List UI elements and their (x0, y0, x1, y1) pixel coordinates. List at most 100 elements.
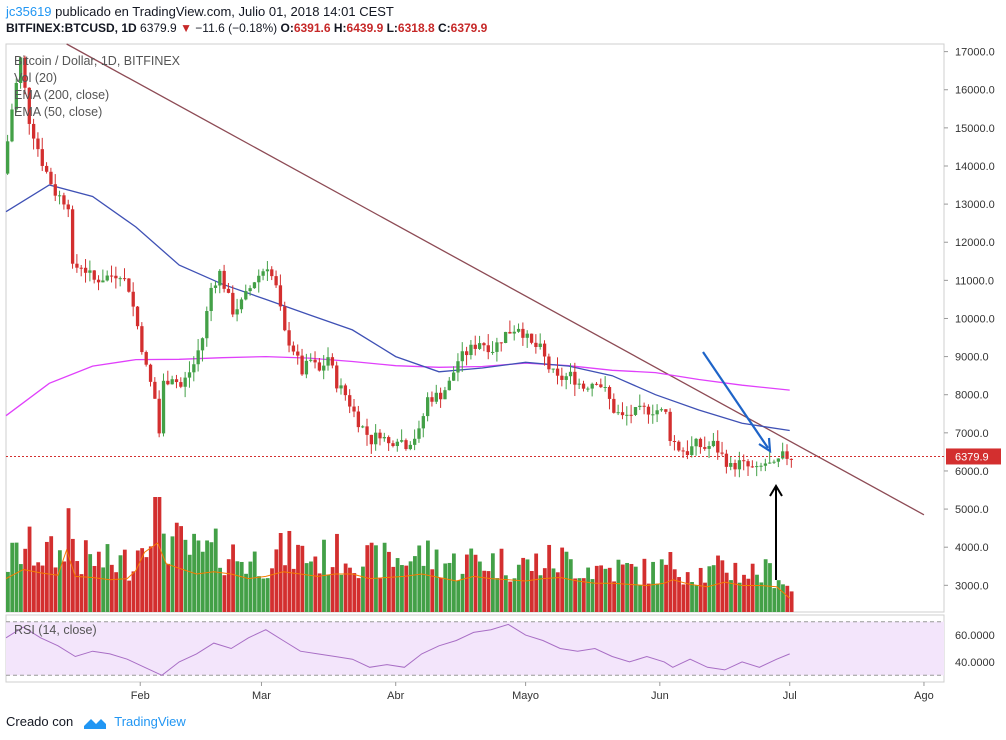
candle-body (685, 451, 690, 456)
time-tick-label: Jul (783, 690, 797, 702)
volume-bar (490, 553, 495, 612)
annotation-arrows[interactable] (702, 351, 783, 580)
last-price-tag (946, 448, 1001, 465)
candle-body (785, 451, 789, 459)
volume-bar (495, 578, 500, 612)
candle-body (369, 434, 374, 445)
time-tick-label: Mar (252, 690, 271, 702)
volume-bar (161, 533, 166, 612)
ohlc-bar: BITFINEX:BTCUSD, 1D 6379.9 ▼ −11.6 (−0.1… (6, 21, 487, 35)
time-tick-label: Abr (387, 690, 404, 702)
price-tick-label: 13000.0 (955, 199, 995, 211)
price-tick-label: 4000.0 (955, 542, 989, 554)
volume-bar (703, 582, 707, 612)
volume-bar (629, 563, 634, 612)
candle-body (122, 278, 127, 280)
volume-bar (118, 555, 123, 612)
candle-body (265, 269, 270, 272)
author-link[interactable]: jc35619 (6, 4, 52, 19)
candle-body (516, 328, 521, 332)
volume-bar (226, 559, 231, 612)
candle-body (287, 330, 291, 346)
volume-bar (729, 580, 733, 612)
volume-bar (499, 548, 504, 612)
volume-bar (300, 545, 305, 612)
volume-bar (131, 571, 136, 612)
volume-bar (413, 556, 417, 612)
volume-bar (222, 575, 227, 612)
time-axis[interactable]: Feb Mar Abr Mayo Jun Jul Ago (131, 682, 934, 702)
price-tick-label: 11000.0 (955, 275, 994, 287)
candle-body (161, 380, 166, 434)
volume-ma-path (5, 542, 791, 599)
tradingview-brand-link[interactable]: TradingView (114, 714, 186, 729)
volume-bar (638, 585, 642, 612)
volume-bar (313, 556, 318, 612)
volume-bar (205, 540, 209, 612)
candle-body (283, 306, 287, 331)
candle-body (521, 328, 525, 338)
price-chart[interactable]: 6379.9 17000.0 16000.0 15000.0 14000.0 13000… (0, 40, 1006, 708)
candle-body (291, 345, 296, 352)
volume-bar (633, 566, 638, 612)
candle-body (335, 365, 339, 389)
volume-ma-line (5, 542, 791, 599)
volume-bar (426, 540, 430, 612)
volume-bar (534, 553, 539, 612)
price-tick-label: 6000.0 (955, 466, 989, 478)
open-label: O: (280, 21, 294, 35)
volume-bar (109, 564, 114, 612)
volume-bar (590, 579, 595, 612)
candle-body (88, 270, 92, 273)
price-pane (5, 43, 945, 613)
candle-body (222, 270, 226, 289)
candle-body (92, 270, 96, 280)
high-label: H: (333, 21, 347, 35)
volume-bar (430, 569, 435, 612)
candle-body (196, 350, 200, 365)
candle-body (486, 345, 490, 353)
candle-body (473, 344, 477, 349)
candle-body (495, 342, 499, 352)
candle-body (590, 383, 594, 389)
volume-bar (750, 563, 755, 612)
candle-body (759, 465, 763, 467)
volume-bar (464, 554, 469, 612)
volume-bar (274, 549, 279, 612)
candle-body (374, 432, 378, 445)
candle-body (607, 387, 612, 399)
volume-bar (291, 568, 296, 612)
volume-bar (694, 585, 699, 612)
volume-bar (231, 544, 235, 612)
rsi-tick-label: 40.0000 (955, 657, 995, 669)
candle-body (296, 351, 300, 356)
volume-bar (460, 573, 465, 612)
candle-body (781, 451, 785, 459)
candle-body (62, 195, 66, 205)
candle-body (391, 443, 395, 447)
price-tick-label: 12000.0 (955, 237, 995, 249)
volume-bar (400, 565, 404, 612)
candle-body (464, 351, 469, 356)
candle-body (356, 411, 361, 428)
volume-bar (508, 581, 513, 612)
candle-body (118, 278, 122, 280)
candle-body (586, 388, 590, 390)
candle-body (40, 149, 44, 166)
down-arrow-icon: ▼ (180, 21, 192, 35)
candle-body (339, 385, 343, 389)
candle-body (681, 450, 685, 452)
trendline[interactable] (66, 43, 925, 516)
price-axis[interactable]: 17000.0 16000.0 15000.0 14000.0 13000.0 12000… (944, 47, 995, 593)
candle-body (140, 326, 144, 353)
last-price-line: 6379.9 (6, 448, 1001, 465)
volume-bar (573, 578, 578, 612)
candle-body (44, 165, 49, 172)
candle-body (313, 359, 317, 363)
volume-bar (287, 530, 292, 612)
volume-bar (677, 577, 681, 612)
volume-bar (339, 574, 344, 612)
candle-body (711, 440, 716, 447)
volume-bar (36, 562, 41, 612)
volume-bar (330, 567, 335, 612)
